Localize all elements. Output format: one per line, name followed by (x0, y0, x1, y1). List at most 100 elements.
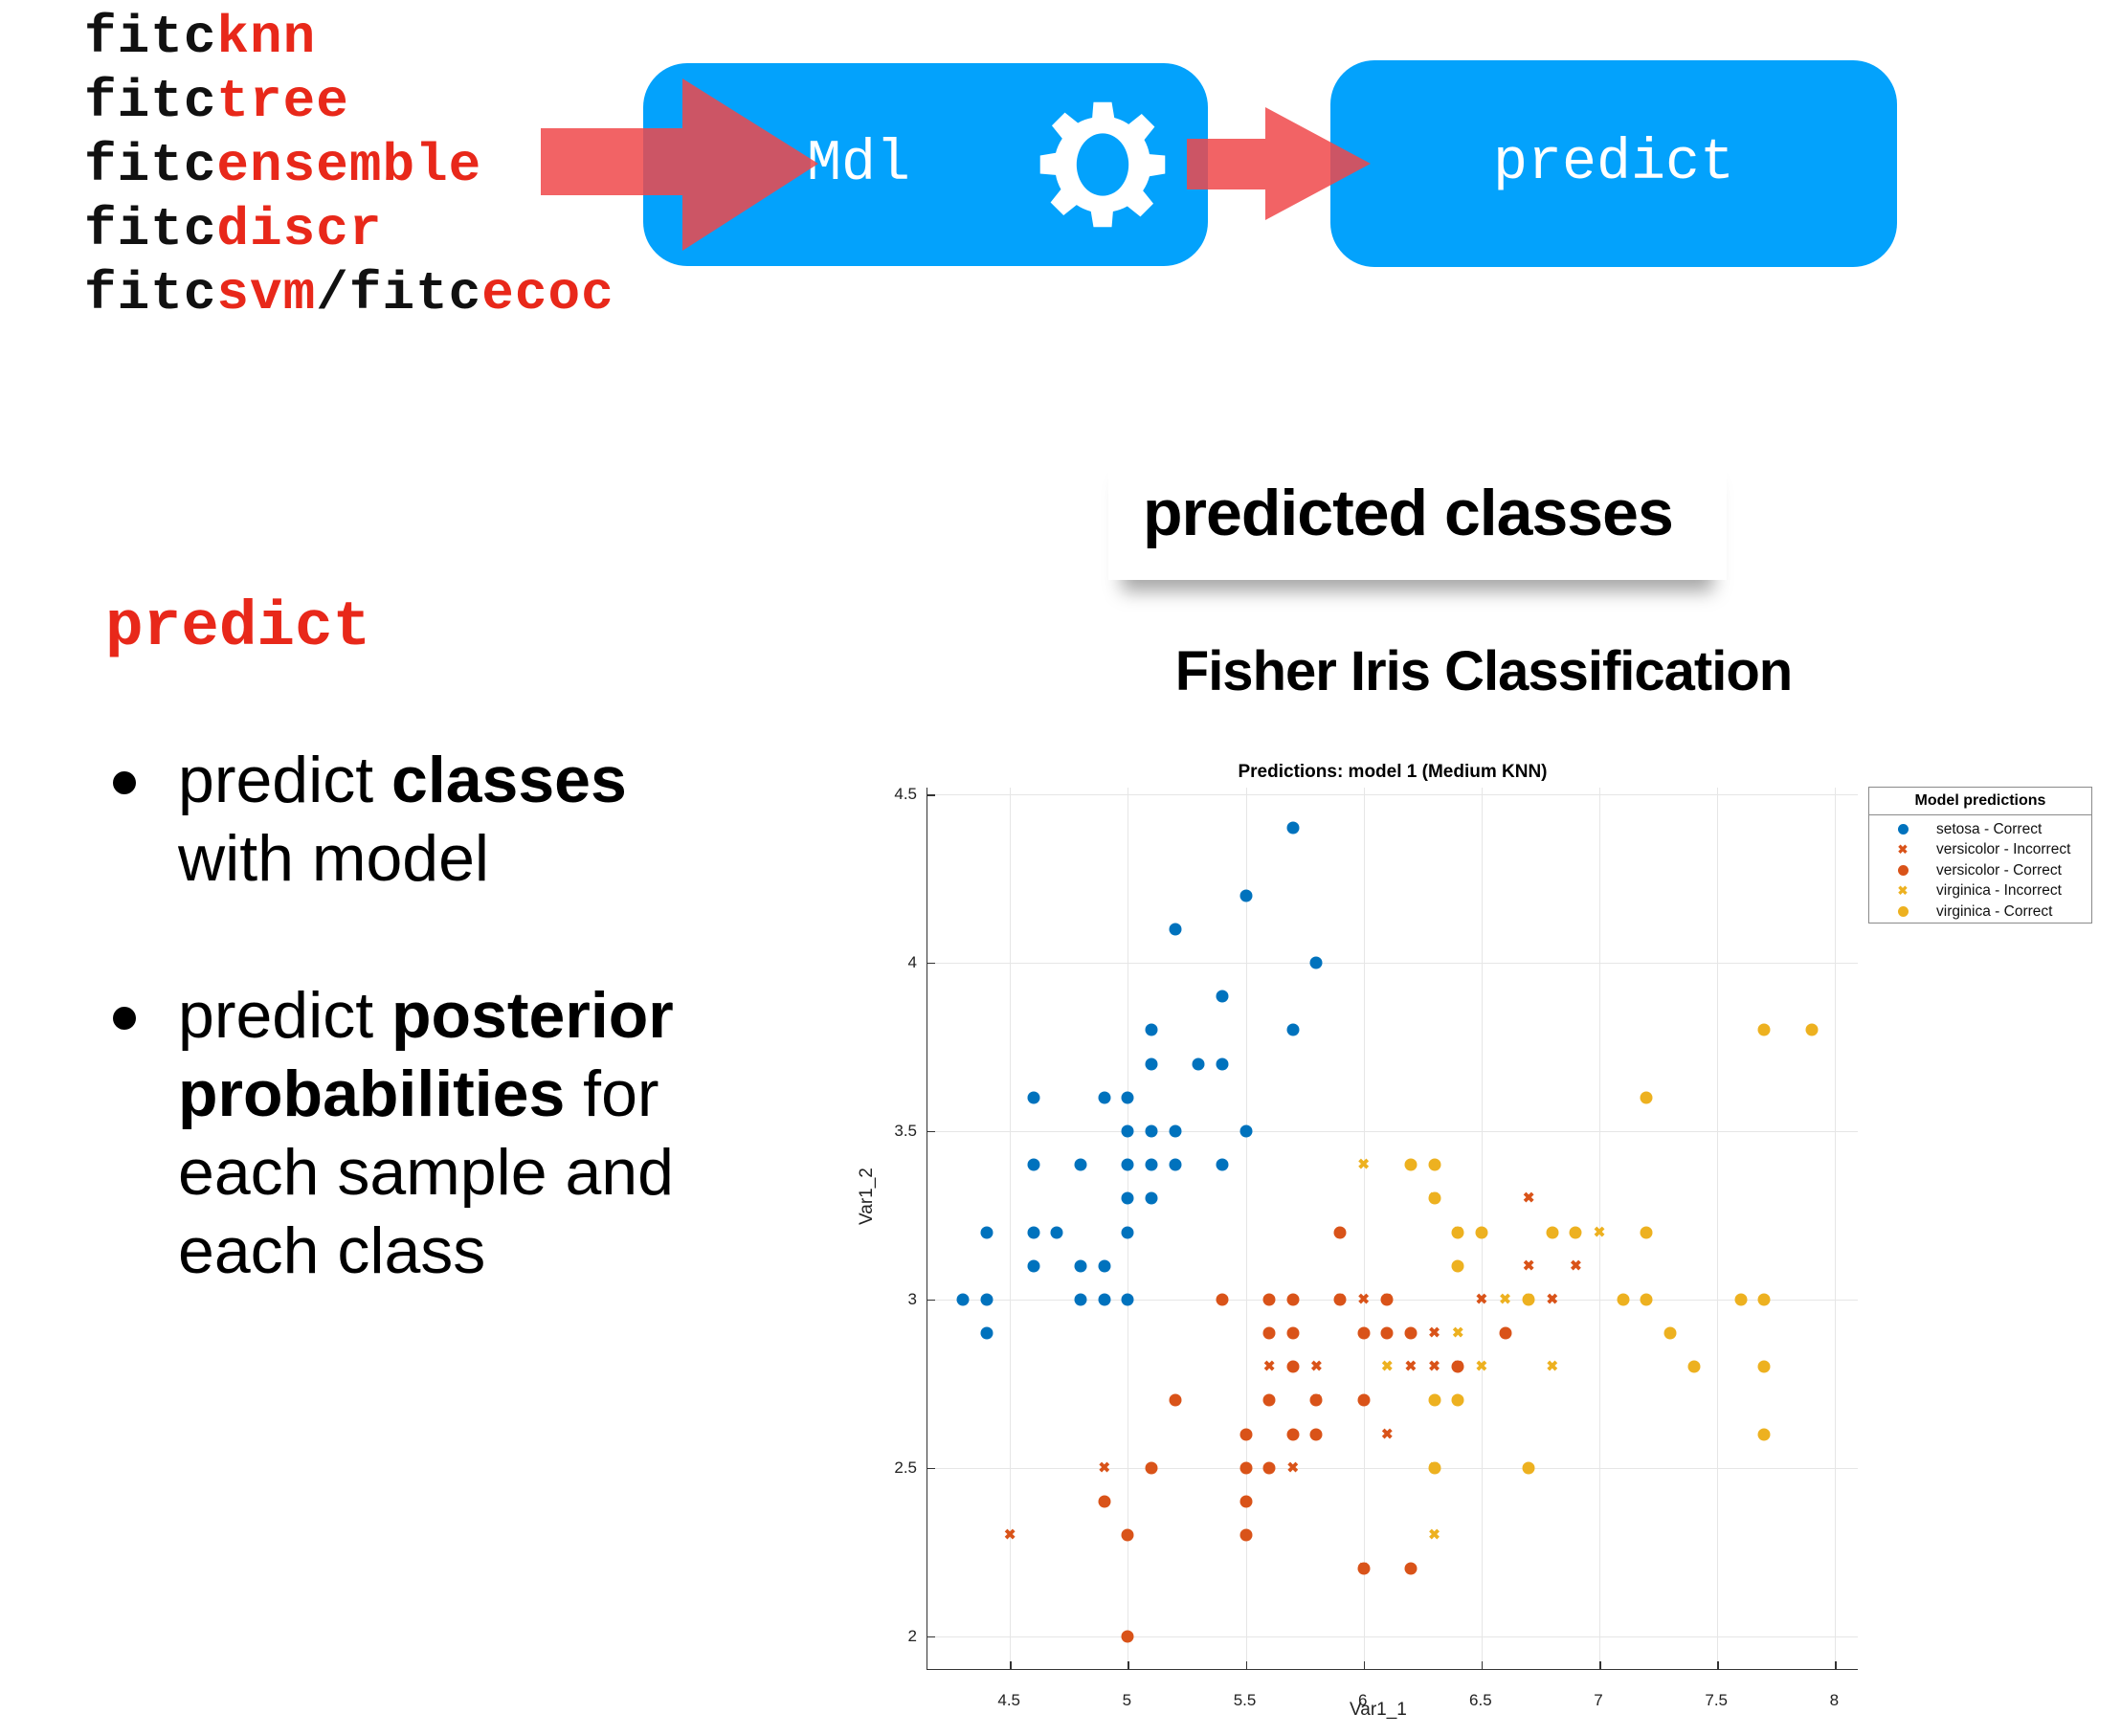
x-tick-label: 5.5 (1233, 1691, 1257, 1709)
y-tick-label: 3 (907, 1289, 917, 1308)
data-point-dot (1640, 1091, 1653, 1104)
bullet-item: predict classes with model (107, 741, 720, 898)
data-point-dot (1451, 1226, 1464, 1239)
fit-function-list: fitcknn fitctree fitcensemble fitcdiscr … (84, 6, 614, 326)
x-tick-label: 6.5 (1469, 1691, 1492, 1709)
data-point-dot (1239, 1495, 1253, 1508)
model-box-label: Mdl (806, 132, 911, 197)
y-axis-label: Var1_2 (857, 1168, 877, 1225)
data-point-dot (1617, 1293, 1630, 1306)
y-tick-label: 3.5 (894, 1121, 917, 1140)
legend-label: versicolor - Incorrect (1936, 841, 2071, 858)
data-point-dot (1475, 1226, 1488, 1239)
legend-entry: ✖ virginica - Incorrect (1869, 881, 2091, 902)
y-tick-label: 4 (907, 952, 917, 971)
tick-mark (927, 1636, 935, 1638)
data-point-dot (1074, 1158, 1087, 1171)
data-point-dot (1757, 1428, 1771, 1441)
data-point-x: ✖ (1428, 1324, 1440, 1342)
y-tick-label: 2 (907, 1626, 917, 1645)
data-point-x: ✖ (1593, 1224, 1606, 1241)
data-point-dot (1333, 1293, 1347, 1306)
tick-mark (1127, 1661, 1129, 1670)
grid-line (1599, 788, 1601, 1669)
data-point-dot (1522, 1293, 1535, 1306)
data-point-x: ✖ (1286, 1459, 1300, 1477)
tick-mark (1010, 1661, 1012, 1670)
data-point-dot (1451, 1360, 1464, 1373)
tick-mark (1599, 1661, 1601, 1670)
tick-mark (1363, 1661, 1366, 1670)
fit-function-item: fitcknn (84, 7, 317, 68)
data-point-dot (1569, 1226, 1582, 1239)
grid-line (1245, 788, 1247, 1669)
data-point-dot (1309, 1428, 1323, 1441)
data-point-dot (1262, 1293, 1276, 1306)
data-point-dot (1239, 889, 1253, 902)
data-point-x: ✖ (1262, 1358, 1276, 1375)
x-tick-label: 8 (1829, 1691, 1840, 1709)
data-point-dot (1145, 1461, 1158, 1475)
data-point-x: ✖ (1546, 1291, 1559, 1308)
data-point-x: ✖ (1381, 1358, 1394, 1375)
data-point-dot (1428, 1461, 1441, 1475)
data-point-dot (1121, 1293, 1134, 1306)
fit-function-item: fitcsvm/fitcecoc (84, 263, 614, 324)
data-point-x: ✖ (1310, 1358, 1323, 1375)
data-point-dot (980, 1226, 994, 1239)
data-point-x: ✖ (1404, 1358, 1418, 1375)
grid-line (927, 962, 1858, 964)
data-point-dot (1286, 1428, 1300, 1441)
figure-title: Fisher Iris Classification (1174, 640, 1793, 702)
data-point-x: ✖ (1098, 1459, 1111, 1477)
data-point-dot (1380, 1293, 1394, 1306)
data-point-dot (1169, 1124, 1182, 1138)
fit-function-item: fitcdiscr (84, 199, 383, 260)
data-point-dot (1216, 1293, 1229, 1306)
data-point-dot (1239, 1528, 1253, 1542)
data-point-dot (1640, 1226, 1653, 1239)
data-point-dot (1098, 1259, 1111, 1273)
x-marker-icon: ✖ (1897, 883, 1909, 899)
fit-function-item: fitcensemble (84, 135, 482, 196)
data-point-dot (1074, 1293, 1087, 1306)
data-point-dot (1286, 1360, 1300, 1373)
fit-function-item: fitctree (84, 71, 349, 132)
x-tick-label: 4.5 (997, 1691, 1021, 1709)
circle-marker-icon (1869, 824, 1936, 835)
data-point-dot (1145, 1057, 1158, 1071)
data-point-dot (1027, 1259, 1040, 1273)
chart-title: Predictions: model 1 (Medium KNN) (1238, 762, 1548, 782)
x-tick-label: 7 (1594, 1691, 1603, 1709)
data-point-dot (1027, 1158, 1040, 1171)
tick-mark (927, 794, 935, 796)
callout-label: predicted classes (1143, 477, 1674, 549)
circle-marker-icon (1869, 906, 1936, 918)
x-marker-icon: ✖ (1897, 842, 1909, 857)
grid-line (1835, 788, 1837, 1669)
grid-line (927, 1467, 1858, 1469)
legend-title: Model predictions (1869, 788, 2091, 815)
data-point-dot (1239, 1461, 1253, 1475)
predict-heading: predict (105, 591, 371, 663)
data-point-dot (1145, 1124, 1158, 1138)
data-point-x: ✖ (1003, 1526, 1016, 1544)
data-point-x: ✖ (1522, 1257, 1535, 1275)
data-point-dot (1216, 1057, 1229, 1071)
data-point-dot (1546, 1226, 1559, 1239)
data-point-dot (1333, 1226, 1347, 1239)
tick-mark (1481, 1661, 1484, 1670)
predicted-classes-callout: predicted classes (1108, 446, 1727, 580)
data-point-x: ✖ (1357, 1291, 1370, 1308)
data-point-dot (1499, 1326, 1511, 1340)
data-point-x: ✖ (1475, 1358, 1488, 1375)
data-point-dot (1734, 1293, 1748, 1306)
data-point-dot (1357, 1562, 1371, 1575)
data-point-dot (1309, 956, 1323, 969)
data-point-dot (1286, 1293, 1300, 1306)
data-point-x: ✖ (1428, 1526, 1440, 1544)
data-point-dot (1451, 1393, 1464, 1407)
data-point-dot (1640, 1293, 1653, 1306)
data-point-dot (1404, 1158, 1418, 1171)
legend-entry: versicolor - Correct (1869, 860, 2091, 881)
